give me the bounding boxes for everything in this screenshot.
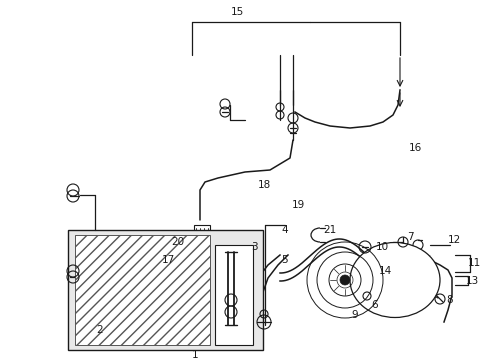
- Text: 17: 17: [161, 255, 174, 265]
- Text: 20: 20: [171, 237, 184, 247]
- Text: 8: 8: [446, 295, 452, 305]
- Text: 21: 21: [323, 225, 336, 235]
- Bar: [215, 245, 252, 345]
- Circle shape: [339, 275, 349, 285]
- Text: 2: 2: [97, 325, 103, 335]
- Text: 3: 3: [250, 242, 257, 252]
- Text: 16: 16: [407, 143, 421, 153]
- Bar: [75, 235, 209, 345]
- Text: 7: 7: [406, 232, 412, 242]
- Text: 5: 5: [281, 255, 288, 265]
- Text: 11: 11: [467, 258, 480, 268]
- Bar: [194, 225, 209, 260]
- Ellipse shape: [349, 243, 439, 318]
- Text: 6: 6: [371, 300, 378, 310]
- Text: 15: 15: [230, 7, 243, 17]
- Text: 13: 13: [465, 276, 478, 286]
- Text: 14: 14: [378, 266, 391, 276]
- Text: 1: 1: [191, 350, 198, 360]
- Bar: [68, 230, 263, 350]
- Text: 10: 10: [375, 242, 388, 252]
- Text: 19: 19: [291, 200, 304, 210]
- Text: 9: 9: [351, 310, 358, 320]
- Text: 18: 18: [257, 180, 270, 190]
- Text: 4: 4: [281, 225, 288, 235]
- Text: 12: 12: [447, 235, 460, 245]
